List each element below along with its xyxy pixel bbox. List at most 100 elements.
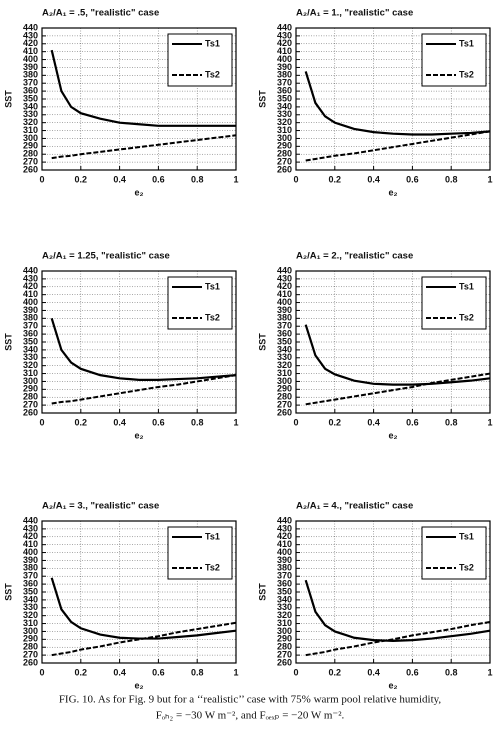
y-tick-label: 310 <box>23 618 38 628</box>
y-tick-label: 320 <box>277 360 292 370</box>
y-tick-label: 380 <box>277 313 292 323</box>
y-tick-label: 390 <box>23 555 38 565</box>
y-tick-label: 360 <box>277 578 292 588</box>
y-tick-label: 420 <box>23 38 38 48</box>
x-tick-label: 0.8 <box>191 667 204 677</box>
y-tick-label: 320 <box>277 610 292 620</box>
x-tick-label: 0.4 <box>367 174 380 184</box>
y-tick-label: 430 <box>277 523 292 533</box>
y-tick-label: 420 <box>277 38 292 48</box>
y-tick-label: 290 <box>23 141 38 151</box>
y-tick-label: 420 <box>23 531 38 541</box>
y-tick-label: 420 <box>23 281 38 291</box>
y-tick-label: 340 <box>23 101 38 111</box>
x-tick-label: 0.8 <box>445 667 458 677</box>
x-tick-label: 0 <box>293 174 298 184</box>
y-tick-label: 380 <box>23 313 38 323</box>
series-line <box>304 324 491 386</box>
x-axis-label: e₂ <box>388 187 397 197</box>
series-line <box>51 374 237 405</box>
y-tick-label: 270 <box>277 649 292 659</box>
x-tick-label: 0 <box>39 174 44 184</box>
y-tick-label: 260 <box>277 407 292 417</box>
x-tick-label: 0 <box>39 667 44 677</box>
x-tick-label: 0 <box>39 417 44 427</box>
plot-frame <box>41 520 237 664</box>
x-tick-label: 0.2 <box>75 417 88 427</box>
y-tick-label: 300 <box>277 626 292 636</box>
y-tick-label: 330 <box>277 109 292 119</box>
chart-title: A₂/A₁ = 1.25, "realistic" case <box>42 251 170 262</box>
x-tick-label: 0.2 <box>329 417 342 427</box>
y-tick-label: 370 <box>23 571 38 581</box>
legend-label: Ts1 <box>459 531 474 541</box>
y-tick-label: 280 <box>277 642 292 652</box>
y-tick-label: 290 <box>23 634 38 644</box>
y-tick-label: 370 <box>23 78 38 88</box>
y-axis-label: SST <box>3 333 13 351</box>
y-tick-label: 310 <box>23 125 38 135</box>
y-tick-label: 410 <box>23 46 38 56</box>
y-tick-label: 300 <box>23 133 38 143</box>
y-tick-label: 350 <box>23 93 38 103</box>
y-tick-label: 400 <box>277 547 292 557</box>
y-tick-label: 360 <box>23 328 38 338</box>
legend-label: Ts1 <box>205 38 220 48</box>
x-tick-label: 0.6 <box>152 417 165 427</box>
x-tick-label: 0.6 <box>406 667 419 677</box>
y-axis-label: SST <box>257 333 267 351</box>
y-tick-label: 290 <box>277 634 292 644</box>
x-tick-label: 1 <box>487 174 492 184</box>
chart-title: A₂/A₁ = 3., "realistic" case <box>42 501 159 512</box>
y-tick-label: 350 <box>277 93 292 103</box>
y-tick-label: 330 <box>277 352 292 362</box>
y-tick-label: 330 <box>23 109 38 119</box>
y-tick-label: 410 <box>277 539 292 549</box>
x-tick-label: 0.4 <box>367 417 380 427</box>
chart-title: A₂/A₁ = 4., "realistic" case <box>296 501 413 512</box>
y-tick-label: 300 <box>23 376 38 386</box>
y-tick-label: 330 <box>23 352 38 362</box>
x-tick-label: 0.6 <box>152 667 165 677</box>
y-tick-label: 380 <box>23 70 38 80</box>
y-tick-label: 430 <box>277 273 292 283</box>
legend-box <box>167 33 233 87</box>
y-tick-label: 300 <box>23 626 38 636</box>
y-tick-label: 270 <box>23 649 38 659</box>
series-line <box>304 71 491 136</box>
legend-label: Ts2 <box>459 312 474 322</box>
series-line <box>50 49 236 127</box>
y-tick-label: 340 <box>277 101 292 111</box>
y-tick-label: 270 <box>23 156 38 166</box>
y-tick-label: 440 <box>277 22 292 32</box>
y-axis-label: SST <box>257 583 267 601</box>
legend-label: Ts1 <box>459 281 474 291</box>
x-tick-label: 0 <box>293 667 298 677</box>
x-tick-label: 1 <box>233 417 238 427</box>
y-tick-label: 310 <box>277 125 292 135</box>
x-axis-label: e₂ <box>388 680 397 690</box>
y-tick-label: 260 <box>23 657 38 667</box>
y-tick-label: 350 <box>277 586 292 596</box>
legend-label: Ts1 <box>459 38 474 48</box>
y-tick-label: 330 <box>277 602 292 612</box>
y-tick-label: 280 <box>277 149 292 159</box>
x-axis-label: e₂ <box>134 680 143 690</box>
y-tick-label: 360 <box>277 85 292 95</box>
series-line <box>305 372 491 406</box>
series-line <box>305 130 491 162</box>
y-tick-label: 280 <box>23 392 38 402</box>
x-axis-label: e₂ <box>134 187 143 197</box>
y-tick-label: 370 <box>277 78 292 88</box>
y-tick-label: 400 <box>23 547 38 557</box>
y-axis-label: SST <box>3 90 13 108</box>
y-axis-label: SST <box>3 583 13 601</box>
y-tick-label: 270 <box>277 399 292 409</box>
y-tick-label: 260 <box>277 164 292 174</box>
y-tick-label: 270 <box>23 399 38 409</box>
y-tick-label: 360 <box>23 85 38 95</box>
y-tick-label: 370 <box>277 571 292 581</box>
chart-title: A₂/A₁ = 1., "realistic" case <box>296 8 413 19</box>
y-tick-label: 410 <box>277 46 292 56</box>
x-tick-label: 0.4 <box>113 667 126 677</box>
